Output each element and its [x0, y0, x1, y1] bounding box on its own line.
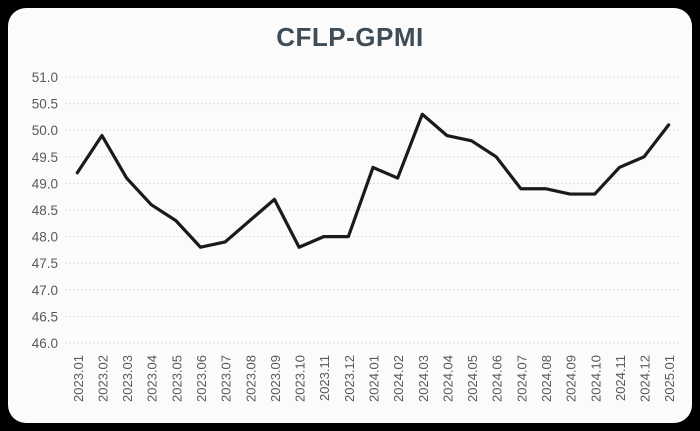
x-tick-label: 2023.06: [194, 355, 209, 402]
x-tick-label: 2023.12: [342, 355, 357, 402]
x-tick-label: 2024.10: [588, 355, 603, 402]
x-tick-label: 2024.08: [539, 355, 554, 402]
x-tick-label: 2024.05: [465, 355, 480, 402]
x-tick-label: 2023.03: [120, 355, 135, 402]
gpmi-series-line: [75, 112, 671, 249]
x-tick-label: 2024.09: [564, 355, 579, 402]
x-tick-label: 2025.01: [662, 355, 677, 402]
x-tick-label: 2023.04: [145, 355, 160, 402]
x-tick-label: 2024.04: [440, 355, 455, 402]
x-tick-label: 2024.11: [613, 355, 628, 401]
x-tick-label: 2023.09: [268, 355, 283, 402]
y-tick-label: 46.0: [32, 336, 58, 351]
x-tick-label: 2023.07: [219, 355, 234, 402]
y-tick-label: 51.0: [32, 70, 58, 85]
x-tick-label: 2023.08: [243, 355, 258, 402]
x-tick-label: 2024.12: [638, 355, 653, 402]
x-tick-label: 2023.02: [95, 355, 110, 402]
y-tick-label: 47.0: [32, 283, 58, 298]
x-tick-label: 2024.02: [391, 355, 406, 402]
x-tick-label: 2023.10: [293, 355, 308, 402]
x-tick-label: 2023.01: [71, 355, 86, 402]
x-tick-label: 2024.01: [367, 355, 382, 402]
y-tick-label: 50.5: [32, 97, 58, 112]
x-tick-label: 2023.05: [169, 355, 184, 402]
x-tick-label: 2024.03: [416, 355, 431, 402]
y-tick-label: 47.5: [32, 256, 58, 271]
y-tick-label: 46.5: [32, 309, 58, 324]
x-tick-label: 2024.07: [514, 355, 529, 402]
gpmi-line-plot: 51.0 50.5 50.0 49.5 49.0 48.5 48.0 47.5 47.0 46.5…: [32, 70, 681, 402]
y-tick-label: 49.0: [32, 176, 58, 191]
chart-card: CFLP-GPMI 51.0 50.5 50.0 49.5 49.0 48.5 48.0 47…: [8, 8, 692, 423]
y-tick-label: 50.0: [32, 123, 58, 138]
y-tick-label: 48.0: [32, 230, 58, 245]
chart-title: CFLP-GPMI: [276, 22, 424, 52]
y-tick-label: 49.5: [32, 150, 58, 165]
x-tick-label: 2024.06: [490, 355, 505, 402]
y-tick-label: 48.5: [32, 203, 58, 218]
x-tick-label: 2023.11: [317, 355, 332, 401]
